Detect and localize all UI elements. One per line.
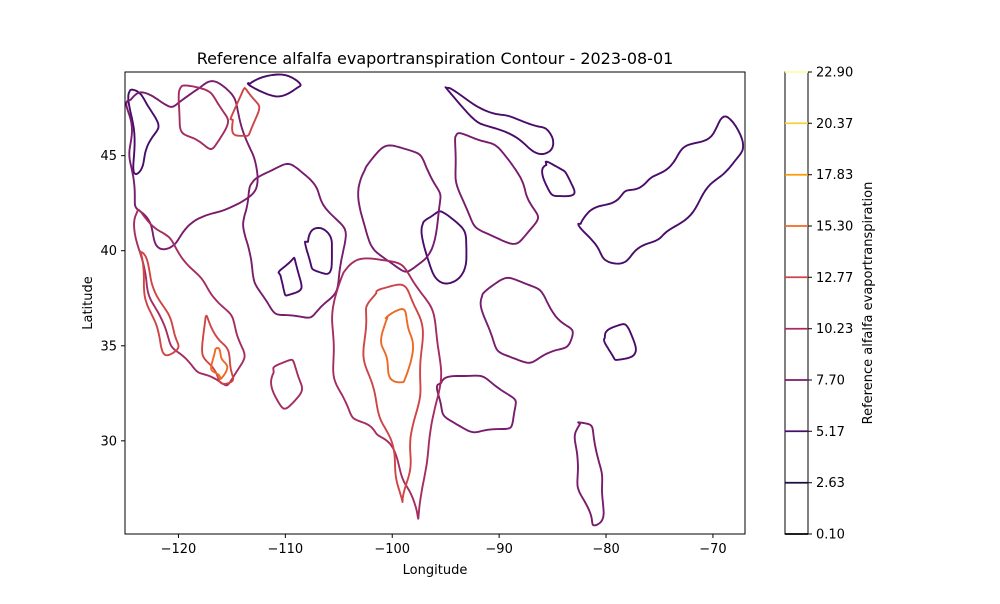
chart-title: Reference alfalfa evaportranspiration Co… <box>197 49 674 68</box>
contour-lines <box>125 73 745 527</box>
contour-line-7-7 <box>479 276 574 364</box>
colorbar-tick-label: 17.83 <box>816 168 853 183</box>
colorbar-tick-label: 0.10 <box>816 528 845 543</box>
contour-line-7-7 <box>242 162 347 319</box>
contour-line-5-17 <box>577 115 745 265</box>
contour-line-7-7 <box>573 421 605 527</box>
x-axis-ticks: −120 −110 −100 −90 −80 −70 <box>161 534 727 557</box>
contour-line-10-23 <box>331 257 443 520</box>
y-axis-label: Latitude <box>81 276 96 330</box>
contour-line-12-77 <box>362 283 424 504</box>
contour-line-10-23 <box>270 358 303 410</box>
colorbar-frame <box>784 71 809 535</box>
y-tick-label: 45 <box>100 149 117 164</box>
x-tick-label: −100 <box>374 542 410 557</box>
x-tick-label: −110 <box>267 542 303 557</box>
contour-line-5-17 <box>304 226 333 275</box>
x-tick-label: −70 <box>699 542 726 557</box>
colorbar-tick-label: 12.77 <box>816 271 853 286</box>
x-axis-label: Longitude <box>403 563 468 578</box>
contour-line-7-7 <box>435 374 517 434</box>
contour-line-15-3 <box>380 308 414 384</box>
x-tick-label: −120 <box>161 542 197 557</box>
contour-line-5-17 <box>603 323 637 361</box>
contour-line-10-23 <box>177 84 230 150</box>
colorbar-tick-label: 7.70 <box>816 374 845 389</box>
colorbar-tick-label: 10.23 <box>816 322 853 337</box>
y-tick-label: 35 <box>100 339 117 354</box>
contour-line-12-77 <box>139 250 180 357</box>
colorbar-tick-label: 22.90 <box>816 66 853 81</box>
contour-line-5-17 <box>127 88 160 175</box>
x-tick-label: −80 <box>592 542 619 557</box>
contour-line-7-7 <box>357 144 442 273</box>
colorbar-tick-label: 5.17 <box>816 425 845 440</box>
colorbar-tick-label: 15.30 <box>816 220 853 235</box>
contour-line-7-7 <box>454 132 540 245</box>
colorbar-levels: 0.10 2.63 5.17 7.70 10.23 12.77 15.30 17.83 20.3… <box>785 66 853 543</box>
contour-line-5-17 <box>277 256 303 297</box>
contour-line-12-77 <box>229 87 261 137</box>
contour-line-5-17 <box>444 86 555 156</box>
contour-line-15-3 <box>210 346 229 380</box>
colorbar-label: Reference alfalfa evaportranspiration <box>861 182 876 425</box>
contour-line-7-7 <box>125 80 259 251</box>
x-tick-label: −90 <box>485 542 512 557</box>
y-axis-ticks: 30 35 40 45 <box>100 149 125 449</box>
plot-frame <box>124 71 746 535</box>
contour-line-5-17 <box>541 160 576 198</box>
contour-line-12-77 <box>201 314 235 385</box>
colorbar-tick-label: 2.63 <box>816 476 845 491</box>
colorbar-tick-label: 20.37 <box>816 117 853 132</box>
contour-line-10-23 <box>133 209 246 387</box>
contour-line-5-17 <box>420 210 468 285</box>
colorbar: 0.10 2.63 5.17 7.70 10.23 12.77 15.30 17.83 20.3… <box>784 66 853 543</box>
contour-line-5-17 <box>246 73 302 98</box>
y-tick-label: 30 <box>100 434 117 449</box>
y-tick-label: 40 <box>100 244 117 259</box>
